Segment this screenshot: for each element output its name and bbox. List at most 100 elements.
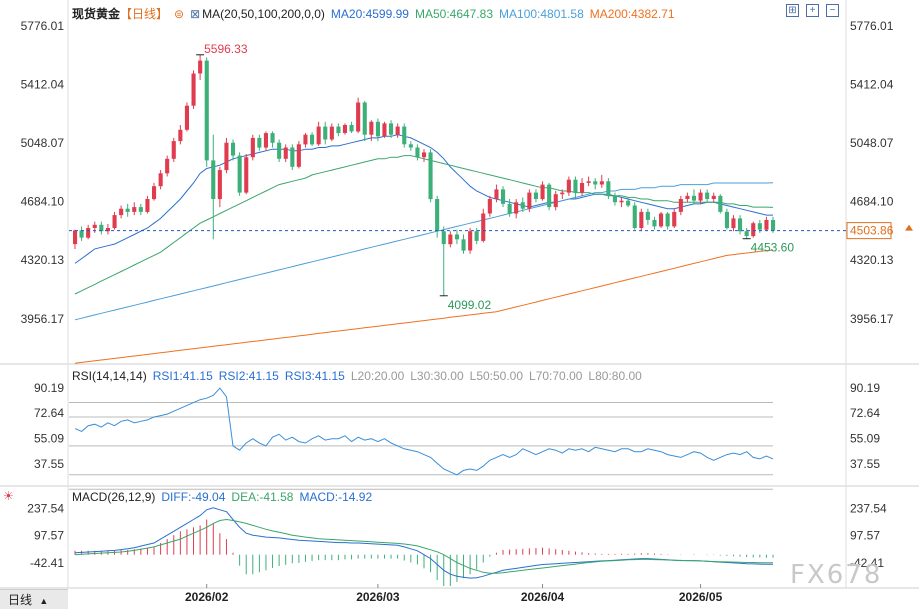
rsi-y-tick-right: 90.19 (850, 381, 880, 395)
candle-body (349, 125, 354, 132)
candle-body (112, 215, 117, 228)
candle-body (382, 123, 387, 137)
candle-body (665, 213, 670, 227)
candle-body (125, 208, 130, 212)
candle-body (481, 213, 486, 241)
series-line-diff (74, 507, 773, 579)
candle-body (263, 133, 268, 148)
candle-body (606, 181, 611, 196)
y-tick-left: 4684.10 (21, 195, 65, 209)
candle-body (402, 126, 407, 145)
candle-body (323, 126, 328, 140)
candle-body (79, 230, 84, 238)
candle-body (152, 186, 157, 200)
current-price-tag (846, 222, 892, 240)
rsi1-value: RSI1:41.15 (152, 369, 213, 383)
l30-value: L30:30.00 (410, 369, 464, 383)
candle-body (593, 181, 598, 185)
rsi-y-tick-left: 55.09 (34, 432, 64, 446)
price-marker-icon (905, 224, 913, 231)
current-price-label: 4503.86 (850, 224, 894, 238)
candle-body (310, 134, 315, 145)
candle-body (626, 200, 631, 206)
y-tick-right: 4320.13 (850, 253, 894, 267)
low-label: 4099.02 (448, 298, 492, 312)
candle-body (771, 220, 776, 231)
candle-body (435, 199, 440, 232)
candle-body (691, 195, 696, 201)
main-header: 现货黄金【日线】 ⊜ ⊠ MA(20,50,100,200,0,0) MA20:4599… (72, 5, 681, 22)
rsi-y-tick-left: 37.55 (34, 457, 64, 471)
candle-body (764, 220, 769, 230)
candle-body (178, 129, 183, 142)
macd-y-tick-left: -42.41 (30, 556, 64, 570)
watermark: FX678 (790, 560, 883, 590)
candle-body (296, 144, 301, 167)
candle-body (73, 230, 78, 245)
candle-body (632, 205, 637, 228)
high-label: 5596.33 (204, 42, 248, 56)
l20-value: L20:20.00 (350, 369, 405, 383)
symbol-label[interactable]: 现货黄金 (72, 7, 121, 21)
y-tick-left: 4320.13 (21, 253, 65, 267)
recent-low-label: 4453.60 (751, 241, 795, 255)
candle-body (731, 218, 736, 229)
candle-body (724, 211, 729, 228)
crosshair-toggle-icon[interactable]: ⊞ (786, 4, 799, 17)
candle-body (507, 203, 512, 214)
settings-icon[interactable]: ⊜ (174, 7, 185, 21)
candle-body (533, 192, 538, 199)
macd-y-tick-left: 237.54 (27, 501, 64, 515)
ma-chart-icon[interactable]: ⊠ (190, 7, 201, 21)
y-tick-right: 3956.17 (850, 312, 894, 326)
candle-body (99, 224, 104, 232)
candle-body (198, 60, 203, 74)
ma-title: MA(20,50,100,200,0,0) (202, 7, 325, 21)
candle-body (375, 121, 380, 137)
candle-body (105, 228, 110, 232)
candle-body (356, 102, 361, 132)
candle-body (441, 231, 446, 245)
y-tick-left: 5048.07 (21, 136, 65, 150)
candle-body (132, 207, 137, 212)
series-line-ma100 (74, 182, 774, 321)
candle-body (448, 234, 453, 245)
candle-body (698, 192, 703, 201)
candle-body (487, 199, 492, 214)
candle-body (738, 218, 743, 232)
candle-body (369, 121, 374, 135)
zoom-in-icon[interactable]: + (806, 4, 819, 17)
candle-body (428, 152, 433, 200)
candle-body (454, 234, 459, 240)
y-tick-right: 5412.04 (850, 77, 894, 91)
rsi-title: RSI(14,14,14) (72, 369, 147, 383)
rsi-y-tick-right: 55.09 (850, 432, 880, 446)
candle-body (408, 144, 413, 148)
candle-body (580, 183, 585, 193)
candle-body (119, 208, 124, 216)
series-line-dea (74, 518, 774, 574)
ma20-value: MA20:4599.99 (330, 7, 409, 21)
candle-body (566, 179, 571, 193)
x-tick-label: 2026/03 (356, 590, 400, 604)
candle-body (468, 231, 473, 251)
period-label[interactable]: 【日线】 (120, 7, 169, 21)
l70-value: L70:70.00 (529, 369, 583, 383)
candle-body (362, 102, 367, 135)
period-switcher[interactable]: 日线 ▲ (0, 589, 68, 609)
candle-body (520, 202, 525, 209)
candle-body (277, 142, 282, 159)
candle-body (672, 211, 677, 227)
candle-body (342, 125, 347, 133)
macd-gear-icon[interactable]: ☀ (3, 489, 14, 503)
candle-body (678, 199, 683, 212)
candle-body (501, 189, 506, 204)
candle-body (494, 189, 499, 200)
candle-body (395, 126, 400, 135)
zoom-out-icon[interactable]: − (826, 4, 839, 17)
macd-y-tick-right: 97.57 (850, 529, 880, 543)
rsi-y-tick-right: 72.64 (850, 406, 880, 420)
candle-body (612, 195, 617, 203)
